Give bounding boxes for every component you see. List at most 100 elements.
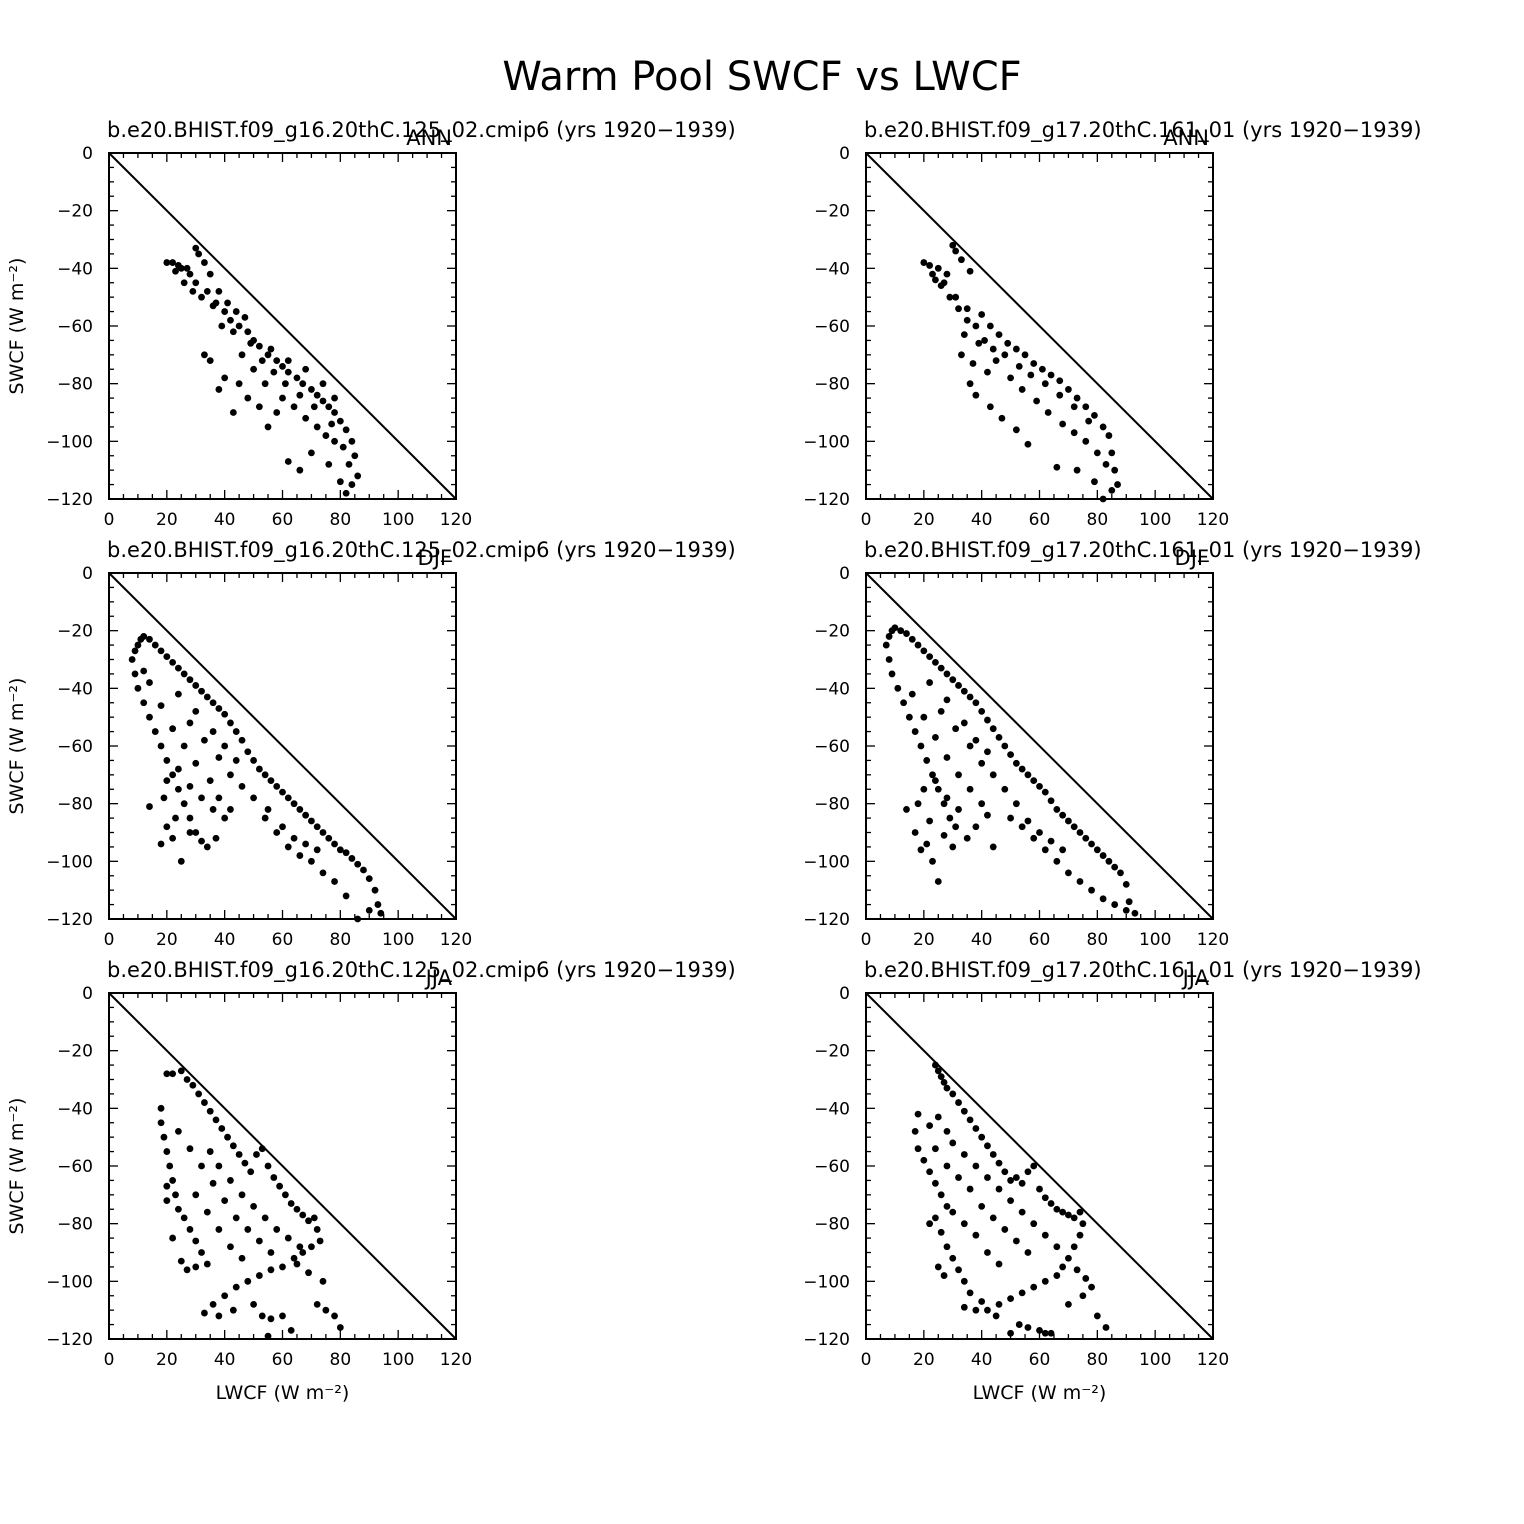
reference-line [108, 572, 457, 920]
x-tick-label: 0 [104, 930, 115, 950]
data-point [342, 892, 350, 900]
data-point [943, 1162, 951, 1170]
data-point [215, 1312, 223, 1320]
data-point [1030, 1283, 1038, 1291]
data-point [1099, 852, 1107, 859]
data-point [1007, 374, 1014, 382]
y-tick-label: −120 [803, 910, 850, 930]
data-point [1079, 1292, 1087, 1300]
x-tick-label: 80 [330, 510, 352, 530]
data-point [1030, 834, 1038, 842]
data-point [1065, 1254, 1072, 1262]
y-tick-label: −40 [57, 259, 93, 279]
data-point [932, 1061, 939, 1069]
data-point [325, 461, 333, 468]
x-tick-label: 120 [1197, 930, 1229, 950]
data-point [232, 1214, 240, 1222]
data-point [882, 641, 890, 649]
data-point [1033, 397, 1041, 405]
data-point [180, 1214, 188, 1222]
data-point [293, 374, 301, 382]
y-tick-label: −20 [814, 1042, 850, 1062]
data-point [221, 308, 229, 315]
data-point [960, 1151, 968, 1158]
x-tick-label: 0 [861, 510, 872, 530]
data-point [169, 1234, 177, 1242]
data-point [1065, 1301, 1072, 1308]
data-point [926, 679, 934, 686]
data-point [212, 834, 220, 842]
data-point [342, 489, 350, 497]
x-tick-label: 120 [440, 1350, 472, 1370]
data-point [926, 653, 934, 661]
data-point [1030, 360, 1038, 367]
data-point [995, 1260, 1003, 1268]
data-point [1012, 426, 1020, 434]
data-point [946, 293, 954, 301]
data-point [279, 1263, 286, 1271]
reference-line [108, 152, 457, 500]
data-point [244, 1226, 252, 1233]
data-point [336, 846, 344, 854]
data-point [238, 1254, 246, 1262]
data-point [339, 443, 347, 451]
data-point [937, 708, 945, 715]
data-point [279, 788, 286, 796]
data-point [905, 713, 913, 721]
data-point [169, 834, 177, 842]
data-point [270, 1174, 278, 1181]
data-point [140, 699, 148, 707]
data-point [949, 1254, 957, 1262]
data-point [169, 1070, 177, 1078]
data-point [267, 1266, 275, 1274]
data-point [940, 1272, 948, 1279]
data-point [319, 1277, 327, 1285]
data-point [1030, 1162, 1038, 1170]
data-point [247, 1168, 255, 1176]
data-point [192, 759, 200, 767]
data-point [308, 1243, 315, 1251]
data-point [351, 452, 359, 460]
data-point [995, 331, 1003, 339]
y-tick-label: −40 [814, 1099, 850, 1119]
data-point [302, 811, 310, 819]
data-point [209, 1179, 217, 1187]
data-point [955, 806, 962, 813]
x-tick-label: 60 [1029, 510, 1051, 530]
data-point [1007, 1197, 1014, 1204]
data-point [255, 403, 263, 411]
data-point [1076, 829, 1084, 836]
data-point [972, 823, 980, 831]
data-point [978, 311, 986, 318]
data-point [1125, 898, 1133, 906]
data-point [929, 270, 936, 278]
data-point [920, 259, 928, 266]
data-point [319, 829, 327, 836]
data-point [157, 1119, 165, 1127]
data-point [1030, 777, 1038, 784]
data-point [180, 670, 188, 678]
x-tick-label: 120 [1197, 1350, 1229, 1370]
y-axis-label: SWCF (W m⁻²) [6, 258, 28, 395]
data-point [1070, 823, 1078, 831]
data-point [1047, 797, 1055, 805]
data-point [177, 857, 185, 865]
data-point [221, 1292, 229, 1300]
data-point [1041, 1277, 1049, 1285]
data-point [255, 342, 263, 350]
data-point [1102, 461, 1110, 468]
panel-title: b.e20.BHIST.f09_g17.20thC.161_01 (yrs 19… [864, 118, 1422, 143]
data-point [215, 386, 223, 393]
x-tick-label: 60 [1029, 930, 1051, 950]
data-point [1111, 901, 1119, 908]
data-point [151, 641, 159, 649]
y-tick-label: −120 [46, 1330, 93, 1350]
data-point [313, 1226, 321, 1233]
data-point [169, 259, 177, 266]
data-point [229, 409, 237, 416]
season-label: ANN [406, 126, 452, 150]
data-point [1053, 857, 1061, 865]
data-point [900, 699, 907, 707]
data-point [1047, 1200, 1055, 1207]
data-point [1122, 881, 1130, 888]
